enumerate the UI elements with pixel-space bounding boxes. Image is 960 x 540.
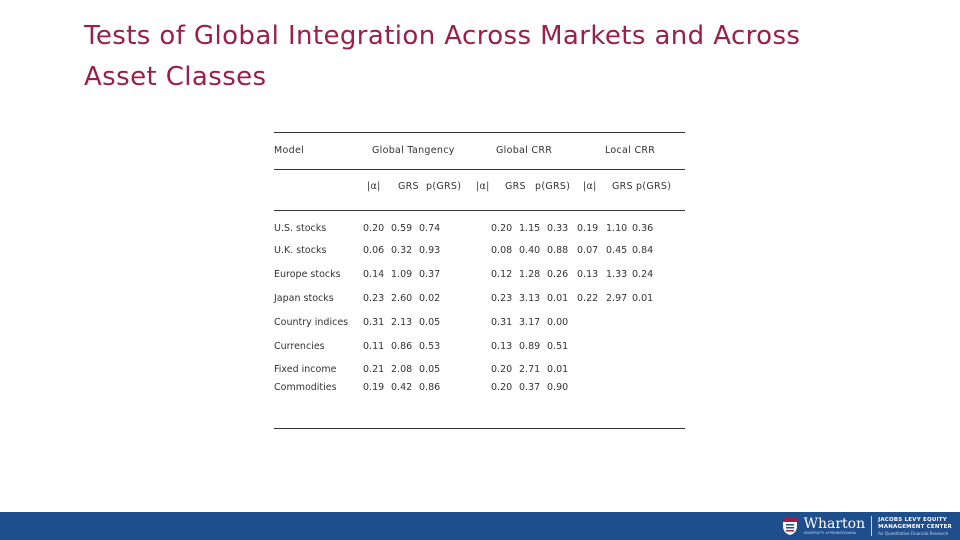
cell-gt-grs: 0.59 [391, 223, 413, 234]
cell-gc-alpha: 0.31 [491, 317, 513, 328]
cell-gt-p: 0.02 [419, 293, 441, 304]
cell-gt-p: 0.74 [419, 223, 441, 234]
cell-gt-grs: 2.60 [391, 293, 413, 304]
cell-gc-p: 0.01 [547, 293, 569, 304]
subheader-gt-grs: GRS [398, 181, 419, 192]
header-model: Model [274, 145, 305, 156]
cell-gc-grs: 0.37 [519, 382, 541, 393]
subheader-gt-p: p(GRS) [426, 181, 462, 192]
cell-lc-alpha: 0.22 [577, 293, 599, 304]
cell-gc-p: 0.00 [547, 317, 569, 328]
cell-gc-alpha: 0.23 [491, 293, 513, 304]
cell-gc-alpha: 0.08 [491, 245, 513, 256]
center-line-1: JACOBS LEVY EQUITY [878, 516, 947, 523]
row-label: U.S. stocks [274, 223, 327, 234]
cell-gc-grs: 3.13 [519, 293, 541, 304]
footer-bar: Wharton UNIVERSITY of PENNSYLVANIA JACOB… [0, 512, 960, 540]
header-local-crr: Local CRR [605, 145, 656, 156]
cell-gc-alpha: 0.20 [491, 364, 513, 375]
header-global-crr: Global CRR [496, 145, 553, 156]
table-subheader-rule [274, 210, 685, 211]
cell-gt-alpha: 0.20 [363, 223, 385, 234]
cell-gt-grs: 1.09 [391, 269, 413, 280]
row-label: Japan stocks [274, 293, 334, 304]
cell-lc-alpha: 0.07 [577, 245, 599, 256]
page-title: Tests of Global Integration Across Marke… [84, 21, 801, 92]
cell-lc-p: 0.24 [632, 269, 654, 280]
cell-gt-alpha: 0.06 [363, 245, 385, 256]
cell-gc-p: 0.01 [547, 364, 569, 375]
cell-gc-grs: 0.40 [519, 245, 541, 256]
subheader-gt-alpha: |α| [367, 181, 381, 192]
cell-gt-p: 0.53 [419, 341, 441, 352]
row-label: Europe stocks [274, 269, 341, 280]
cell-gc-p: 0.88 [547, 245, 569, 256]
cell-gt-p: 0.93 [419, 245, 441, 256]
cell-gc-grs: 1.28 [519, 269, 541, 280]
header-global-tangency: Global Tangency [372, 145, 455, 156]
subheader-lc-grs: GRS [612, 181, 633, 192]
table-bottom-rule [274, 428, 685, 429]
subheader-gc-grs: GRS [505, 181, 526, 192]
cell-gc-p: 0.33 [547, 223, 569, 234]
cell-gt-p: 0.05 [419, 317, 441, 328]
cell-gt-grs: 0.42 [391, 382, 413, 393]
table-header-rule [274, 169, 685, 170]
cell-gt-grs: 0.32 [391, 245, 413, 256]
row-label: U.K. stocks [274, 245, 327, 256]
cell-gc-alpha: 0.12 [491, 269, 513, 280]
cell-gt-grs: 0.86 [391, 341, 413, 352]
jacobs-levy-wordmark: JACOBS LEVY EQUITY MANAGEMENT CENTER for… [878, 517, 952, 536]
table-top-rule [274, 132, 685, 133]
cell-lc-grs: 0.45 [606, 245, 628, 256]
cell-gc-p: 0.26 [547, 269, 569, 280]
cell-gc-alpha: 0.13 [491, 341, 513, 352]
cell-gc-alpha: 0.20 [491, 382, 513, 393]
footer-divider [871, 516, 873, 536]
cell-gc-p: 0.51 [547, 341, 569, 352]
center-line-2: MANAGEMENT CENTER [878, 523, 952, 530]
subheader-lc-alpha: |α| [583, 181, 597, 192]
center-line-3: for Quantitative Financial Research [878, 530, 949, 536]
cell-gt-grs: 2.13 [391, 317, 413, 328]
cell-gt-alpha: 0.31 [363, 317, 385, 328]
cell-gc-grs: 3.17 [519, 317, 541, 328]
cell-gc-p: 0.90 [547, 382, 569, 393]
cell-lc-p: 0.01 [632, 293, 654, 304]
subheader-gc-p: p(GRS) [535, 181, 571, 192]
cell-lc-grs: 2.97 [606, 293, 628, 304]
wharton-label: Wharton [803, 516, 866, 532]
cell-gt-p: 0.37 [419, 269, 441, 280]
cell-gt-alpha: 0.11 [363, 341, 385, 352]
cell-gt-p: 0.86 [419, 382, 441, 393]
cell-gt-grs: 2.08 [391, 364, 413, 375]
row-label: Country indices [274, 317, 349, 328]
cell-lc-alpha: 0.19 [577, 223, 599, 234]
cell-lc-alpha: 0.13 [577, 269, 599, 280]
cell-lc-grs: 1.10 [606, 223, 628, 234]
cell-gc-alpha: 0.20 [491, 223, 513, 234]
subheader-lc-p: p(GRS) [636, 181, 672, 192]
footer-logos: Wharton UNIVERSITY of PENNSYLVANIA JACOB… [782, 515, 952, 537]
row-label: Currencies [274, 341, 325, 352]
subheader-gc-alpha: |α| [476, 181, 490, 192]
row-label: Commodities [274, 382, 337, 393]
cell-gc-grs: 0.89 [519, 341, 541, 352]
cell-lc-p: 0.36 [632, 223, 654, 234]
cell-gt-alpha: 0.14 [363, 269, 385, 280]
cell-gc-grs: 1.15 [519, 223, 541, 234]
wharton-shield-icon [782, 517, 797, 535]
cell-gt-alpha: 0.23 [363, 293, 385, 304]
cell-lc-grs: 1.33 [606, 269, 628, 280]
cell-gt-alpha: 0.21 [363, 364, 385, 375]
row-label: Fixed income [274, 364, 337, 375]
cell-gt-p: 0.05 [419, 364, 441, 375]
wharton-wordmark: Wharton UNIVERSITY of PENNSYLVANIA [804, 517, 866, 535]
wharton-sublabel: UNIVERSITY of PENNSYLVANIA [803, 531, 857, 535]
cell-lc-p: 0.84 [632, 245, 654, 256]
cell-gc-grs: 2.71 [519, 364, 541, 375]
cell-gt-alpha: 0.19 [363, 382, 385, 393]
